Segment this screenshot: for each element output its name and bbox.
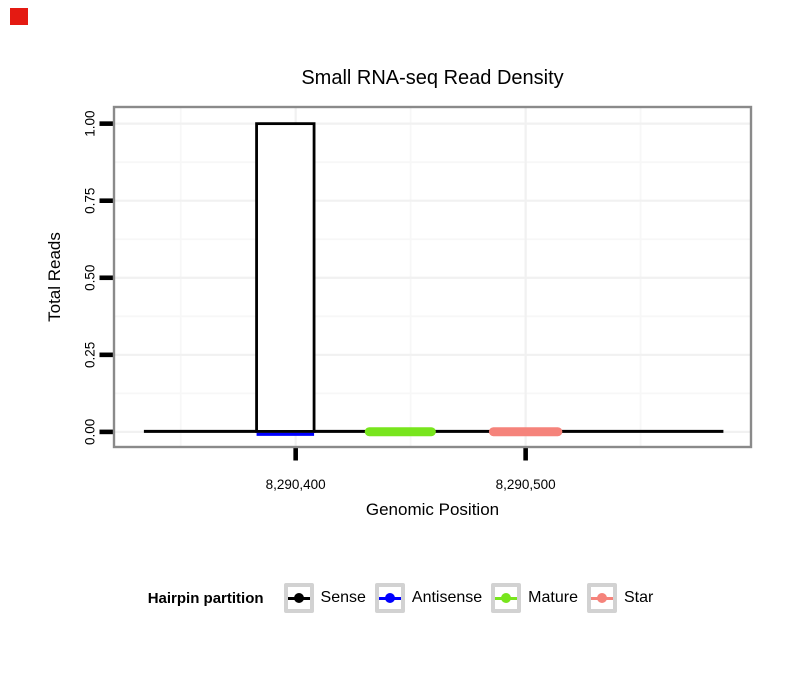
legend-label-mature: Mature (528, 589, 578, 606)
legend-key-sense (283, 583, 314, 613)
legend: Hairpin partition Sense Antisense Mature (0, 581, 810, 615)
star-dot-icon (596, 593, 607, 603)
legend-entry-mature: Mature (491, 583, 578, 613)
y-tick-label: 0.25 (83, 342, 98, 368)
y-tick-label: 0.00 (83, 419, 98, 445)
sense-peak (255, 122, 316, 433)
red-marker (10, 8, 28, 25)
legend-label-sense: Sense (320, 589, 366, 606)
panel-border (112, 105, 753, 449)
x-axis-title: Genomic Position (365, 500, 500, 519)
legend-label-antisense: Antisense (411, 589, 483, 606)
legend-title: Hairpin partition (147, 589, 264, 607)
chart-title: Small RNA-seq Read Density (301, 67, 564, 89)
legend-key-antisense (374, 583, 405, 613)
x-tick-label: 8,290,500 (496, 477, 556, 492)
legend-key-mature (491, 583, 522, 613)
y-tick-label: 0.50 (83, 265, 98, 291)
y-axis-title: Total Reads (45, 232, 64, 322)
mature-dot-icon (501, 593, 512, 603)
antisense-dot-icon (384, 593, 395, 603)
plot-area: 8,290,400 8,290,500 0.00 0.25 0.50 0.75 1.00 (82, 105, 753, 492)
legend-key-star (586, 583, 617, 613)
sense-dot-icon (293, 593, 304, 603)
y-tick-label: 1.00 (82, 111, 97, 137)
legend-entry-star: Star (586, 583, 654, 613)
y-tick-label: 0.75 (83, 188, 98, 214)
x-tick-label: 8,290,400 (266, 477, 326, 492)
legend-label-star: Star (623, 589, 654, 606)
legend-entry-antisense: Antisense (374, 583, 483, 613)
legend-entry-sense: Sense (283, 583, 366, 613)
